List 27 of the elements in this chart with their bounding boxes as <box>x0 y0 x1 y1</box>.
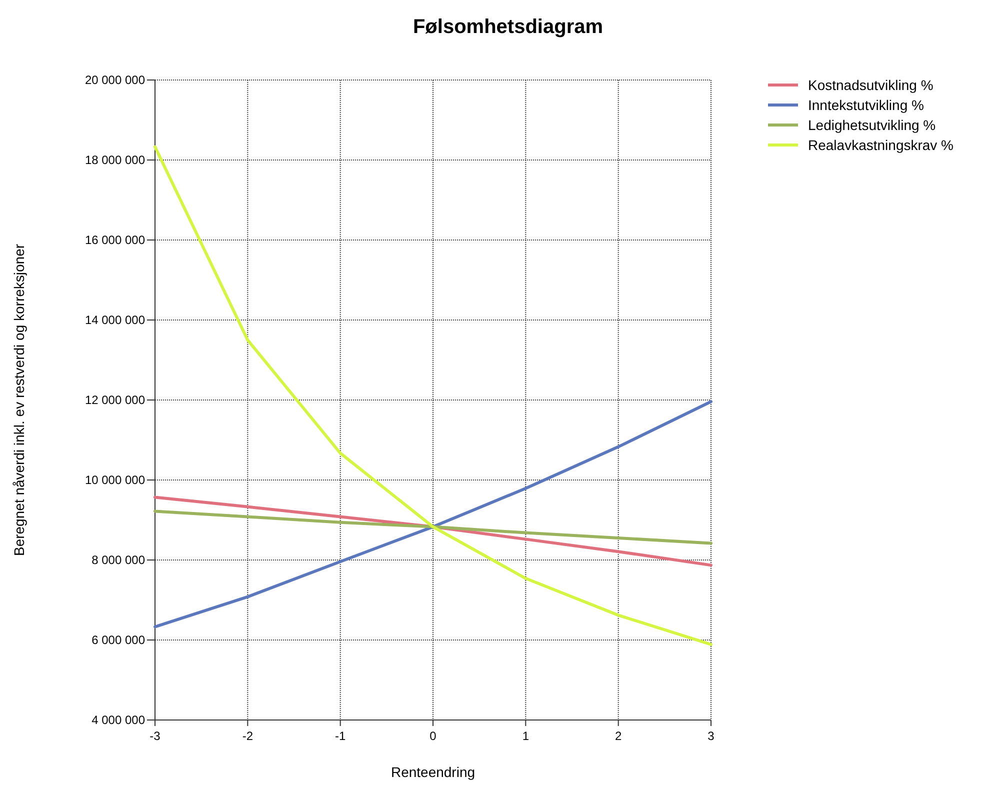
y-tick-label: 18 000 000 <box>84 153 146 168</box>
x-tick-label: 3 <box>708 729 715 743</box>
legend-label: Kostnadsutvikling % <box>808 76 934 93</box>
x-tick-label: -1 <box>334 729 346 743</box>
y-tick-label: 20 000 000 <box>84 73 146 88</box>
y-tick-label: 12 000 000 <box>84 393 146 408</box>
legend-label: Ledighetsutvikling % <box>808 116 936 133</box>
y-tick-label: 6 000 000 <box>92 633 146 648</box>
y-axis-title: Beregnet nåverdi inkl. ev restverdi og korreksjoner <box>11 244 27 556</box>
y-tick-label: 14 000 000 <box>84 313 146 328</box>
line-series <box>154 400 712 628</box>
legend-label: Realavkastningskrav % <box>808 136 954 153</box>
x-tick-label: -3 <box>150 729 161 743</box>
line-series <box>154 145 712 646</box>
y-tick-label: 4 000 000 <box>92 713 146 728</box>
x-tick-label: -2 <box>242 729 254 743</box>
line-series <box>154 496 712 567</box>
y-tick-label: 16 000 000 <box>84 233 146 248</box>
y-tick-label: 10 000 000 <box>84 473 146 488</box>
line-series <box>154 510 712 545</box>
x-tick-label: 1 <box>522 729 530 743</box>
x-tick-label: 2 <box>614 729 622 743</box>
x-tick-label: 0 <box>430 729 437 743</box>
x-axis-title: Renteendring <box>390 764 476 780</box>
chart-title: Følsomhetsdiagram <box>412 16 604 38</box>
y-tick-label: 8 000 000 <box>92 553 146 568</box>
legend-label: Inntekstutvikling % <box>808 96 924 113</box>
